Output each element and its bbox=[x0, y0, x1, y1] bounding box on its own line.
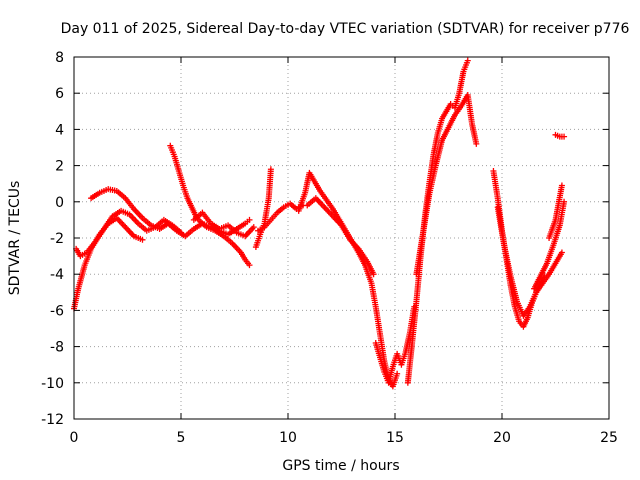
x-tick-label: 15 bbox=[386, 430, 404, 446]
chart-title: Day 011 of 2025, Sidereal Day-to-day VTE… bbox=[61, 21, 630, 37]
data-point bbox=[246, 262, 253, 269]
grid-lines bbox=[74, 57, 609, 419]
data-point bbox=[558, 182, 565, 189]
x-tick-label: 5 bbox=[177, 430, 186, 446]
y-tick-label: -6 bbox=[50, 303, 64, 319]
y-tick-label: -2 bbox=[50, 231, 64, 247]
y-tick-label: -8 bbox=[50, 340, 64, 356]
data-point bbox=[370, 271, 377, 278]
x-tick-label: 0 bbox=[70, 430, 79, 446]
x-tick-label: 10 bbox=[279, 430, 297, 446]
x-axis-label: GPS time / hours bbox=[282, 458, 399, 474]
y-tick-label: 6 bbox=[55, 86, 64, 102]
x-tick-label: 20 bbox=[493, 430, 511, 446]
data-point bbox=[561, 133, 568, 140]
data-point bbox=[246, 216, 253, 223]
data-point bbox=[139, 236, 146, 243]
y-tick-label: 8 bbox=[55, 50, 64, 66]
data-point bbox=[250, 224, 257, 231]
y-tick-label: 4 bbox=[55, 122, 64, 138]
data-point bbox=[473, 140, 480, 147]
data-point bbox=[558, 249, 565, 256]
y-tick-label: 2 bbox=[55, 159, 64, 175]
x-tick-label: 25 bbox=[600, 430, 618, 446]
data-point bbox=[464, 57, 471, 64]
y-axis-label: SDTVAR / TECUs bbox=[7, 181, 23, 296]
data-points bbox=[71, 57, 568, 390]
data-point bbox=[267, 166, 274, 173]
data-point bbox=[561, 198, 568, 205]
data-point bbox=[394, 370, 401, 377]
y-tick-label: -4 bbox=[50, 267, 64, 283]
y-tick-label: -10 bbox=[41, 376, 64, 392]
y-tick-label: 0 bbox=[55, 195, 64, 211]
y-tick-label: -12 bbox=[41, 412, 64, 428]
axis-ticks: 0 5 10 15 20 25 -12 -10 -8 -6 -4 -2 0 2 4 6 8 bbox=[41, 50, 618, 446]
